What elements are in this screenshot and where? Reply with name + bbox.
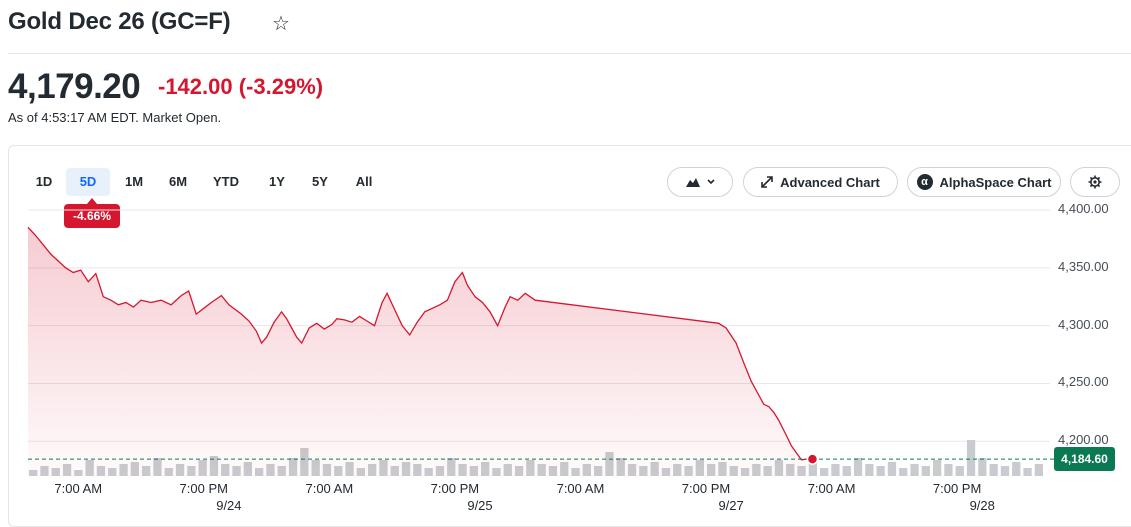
advanced-chart-label: Advanced Chart: [780, 174, 880, 190]
quote-change: -142.00 (-3.29%): [158, 74, 323, 100]
alphaspace-logo-icon: α: [916, 174, 933, 190]
price-area: [28, 227, 807, 476]
mountain-chart-icon: [685, 178, 700, 187]
y-tick-label: 4,200.00: [1058, 432, 1109, 448]
volume-bar: [876, 466, 885, 476]
price-line: [27, 226, 807, 461]
date-label: 9/28: [969, 498, 995, 513]
last-price-label: 4,184.60: [1054, 447, 1115, 472]
volume-bar: [1000, 466, 1010, 476]
volume-bar: [978, 458, 987, 476]
volume-bar: [842, 466, 851, 476]
volume-bar: [989, 464, 998, 476]
y-tick-label: 4,400.00: [1058, 201, 1109, 216]
x-tick-label: 7:00 PM: [681, 481, 731, 496]
volume-bar: [966, 440, 976, 476]
change-value: -142.00: [158, 74, 233, 99]
alphaspace-chart-label: AlphaSpace Chart: [939, 174, 1052, 190]
volume-bar: [820, 468, 829, 476]
range-tab-5d[interactable]: 5D: [66, 168, 110, 196]
last-price-marker: [806, 453, 819, 465]
x-tick-label: 7:00 PM: [430, 481, 480, 496]
as-of-timestamp: As of 4:53:17 AM EDT. Market Open.: [8, 110, 222, 125]
volume-bar: [865, 464, 874, 476]
chevron-down-icon: [706, 179, 715, 185]
range-tab-ytd[interactable]: YTD: [213, 174, 239, 189]
y-tick-label: 4,250.00: [1058, 374, 1109, 390]
chart-settings-button[interactable]: [1070, 167, 1120, 197]
range-tab-1d[interactable]: 1D: [35, 174, 53, 189]
volume-bar: [955, 466, 964, 476]
change-percent: (-3.29%): [238, 74, 324, 99]
x-tick-label: 7:00 PM: [932, 481, 982, 496]
quote-title: Gold Dec 26 (GC=F): [8, 8, 231, 35]
range-tab-1m[interactable]: 1M: [124, 174, 144, 189]
x-tick-label: 7:00 AM: [305, 481, 354, 496]
range-tab-1y[interactable]: 1Y: [269, 174, 285, 189]
quote-price: 4,179.20: [8, 67, 141, 106]
header-divider: [8, 53, 1131, 54]
volume-bar: [944, 464, 953, 476]
gear-icon: [1088, 175, 1102, 189]
advanced-chart-button[interactable]: Advanced Chart: [743, 167, 898, 197]
volume-bar: [1012, 462, 1021, 476]
volume-bar: [887, 462, 897, 476]
y-tick-label: 4,300.00: [1058, 316, 1109, 332]
volume-bar: [1023, 468, 1032, 476]
volume-bar: [910, 464, 919, 476]
range-tab-all[interactable]: All: [355, 174, 373, 189]
volume-bar: [853, 458, 863, 476]
x-tick-label: 7:00 AM: [556, 481, 605, 496]
range-change-badge: -4.66%: [64, 198, 120, 228]
x-tick-label: 7:00 PM: [179, 481, 228, 496]
volume-bar: [808, 462, 817, 476]
y-tick-label: 4,350.00: [1058, 258, 1109, 274]
chart-type-button[interactable]: [667, 167, 733, 197]
volume-bar: [899, 468, 908, 476]
volume-bar: [831, 464, 840, 476]
expand-icon: [761, 176, 773, 188]
star-outline-icon[interactable]: ☆: [272, 13, 290, 35]
alphaspace-chart-button[interactable]: α AlphaSpace Chart: [907, 167, 1061, 197]
range-tab-5y[interactable]: 5Y: [312, 174, 328, 189]
date-label: 9/24: [216, 498, 242, 513]
volume-bar: [921, 466, 930, 476]
volume-bar: [1034, 464, 1043, 476]
volume-bar: [933, 460, 942, 476]
date-label: 9/25: [467, 498, 493, 513]
x-tick-label: 7:00 AM: [54, 481, 103, 496]
range-tab-6m[interactable]: 6M: [168, 174, 188, 189]
date-label: 9/27: [718, 498, 744, 513]
x-tick-label: 7:00 AM: [807, 481, 856, 496]
